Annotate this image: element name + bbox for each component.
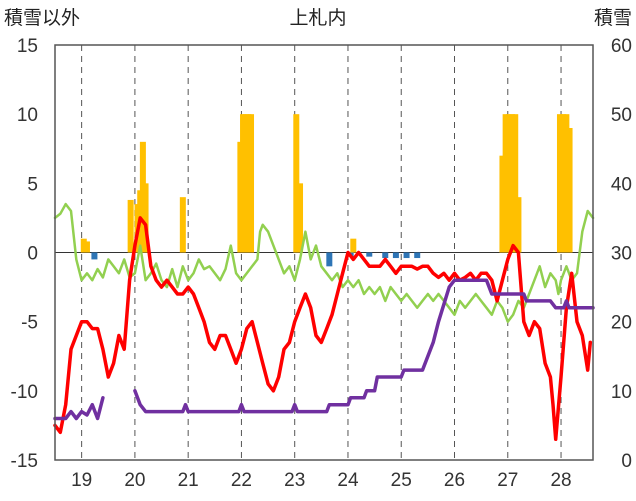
bar bbox=[414, 252, 421, 259]
x-tick-label: 20 bbox=[124, 470, 145, 491]
line-layer bbox=[53, 202, 595, 442]
y-left-tick-label: -15 bbox=[11, 451, 38, 472]
y-left-tick-label: 0 bbox=[27, 244, 38, 265]
x-tick-label: 27 bbox=[497, 470, 518, 491]
bar bbox=[83, 241, 90, 253]
bar bbox=[293, 114, 300, 253]
y-left-tick-label: 15 bbox=[17, 36, 38, 57]
bar-layer bbox=[80, 114, 573, 267]
y-right-tick-label: 0 bbox=[621, 451, 632, 472]
x-tick-label: 25 bbox=[391, 470, 412, 491]
bar bbox=[392, 252, 399, 259]
bar bbox=[80, 238, 87, 253]
y-right-tick-label: 20 bbox=[611, 313, 632, 334]
x-tick-label: 28 bbox=[550, 470, 571, 491]
plot-frame bbox=[54, 44, 594, 461]
y-right-tick-label: 40 bbox=[611, 174, 632, 195]
bar bbox=[179, 197, 186, 253]
x-tick-label: 26 bbox=[444, 470, 465, 491]
y-left-tick-label: -10 bbox=[11, 382, 38, 403]
bar bbox=[142, 183, 149, 253]
series-line bbox=[53, 202, 595, 323]
bar bbox=[515, 197, 522, 253]
bar bbox=[403, 252, 410, 259]
bar bbox=[382, 252, 389, 259]
bar bbox=[566, 128, 573, 253]
bar bbox=[560, 114, 567, 253]
y-left-tick-label: 5 bbox=[27, 174, 38, 195]
bar bbox=[502, 114, 509, 253]
bar bbox=[127, 199, 134, 253]
bar bbox=[509, 114, 516, 253]
y-left-tick-label: -5 bbox=[21, 313, 38, 334]
series-line bbox=[133, 278, 595, 414]
axis-layer: 19 20 21 22 23 24 25 26 27 28 -15 -10 -5 0 5 10 15 0 10 20 3… bbox=[11, 36, 632, 491]
right-axis-label: 積雪 bbox=[594, 7, 632, 29]
bar bbox=[350, 238, 357, 253]
x-tick-label: 24 bbox=[337, 470, 359, 491]
y-right-tick-label: 30 bbox=[611, 244, 632, 265]
bar bbox=[297, 183, 304, 253]
bar bbox=[563, 114, 570, 253]
bar bbox=[556, 114, 563, 253]
bar bbox=[499, 155, 506, 253]
bar bbox=[366, 252, 373, 257]
bar bbox=[505, 114, 512, 253]
y-right-tick-label: 50 bbox=[611, 105, 632, 126]
series-line bbox=[53, 396, 105, 421]
x-tick-label: 22 bbox=[231, 470, 252, 491]
bar bbox=[91, 252, 98, 260]
x-tick-label: 23 bbox=[284, 470, 305, 491]
series-line bbox=[53, 216, 593, 442]
bar bbox=[512, 114, 519, 253]
bar bbox=[248, 114, 255, 253]
chart-title: 上札内 bbox=[289, 7, 346, 29]
y-right-tick-label: 10 bbox=[611, 382, 632, 403]
left-axis-label: 積雪以外 bbox=[4, 7, 80, 29]
x-tick-label: 21 bbox=[178, 470, 199, 491]
bar bbox=[326, 252, 333, 267]
y-right-tick-label: 60 bbox=[611, 36, 632, 57]
y-left-tick-label: 10 bbox=[17, 105, 38, 126]
x-tick-label: 19 bbox=[71, 470, 92, 491]
